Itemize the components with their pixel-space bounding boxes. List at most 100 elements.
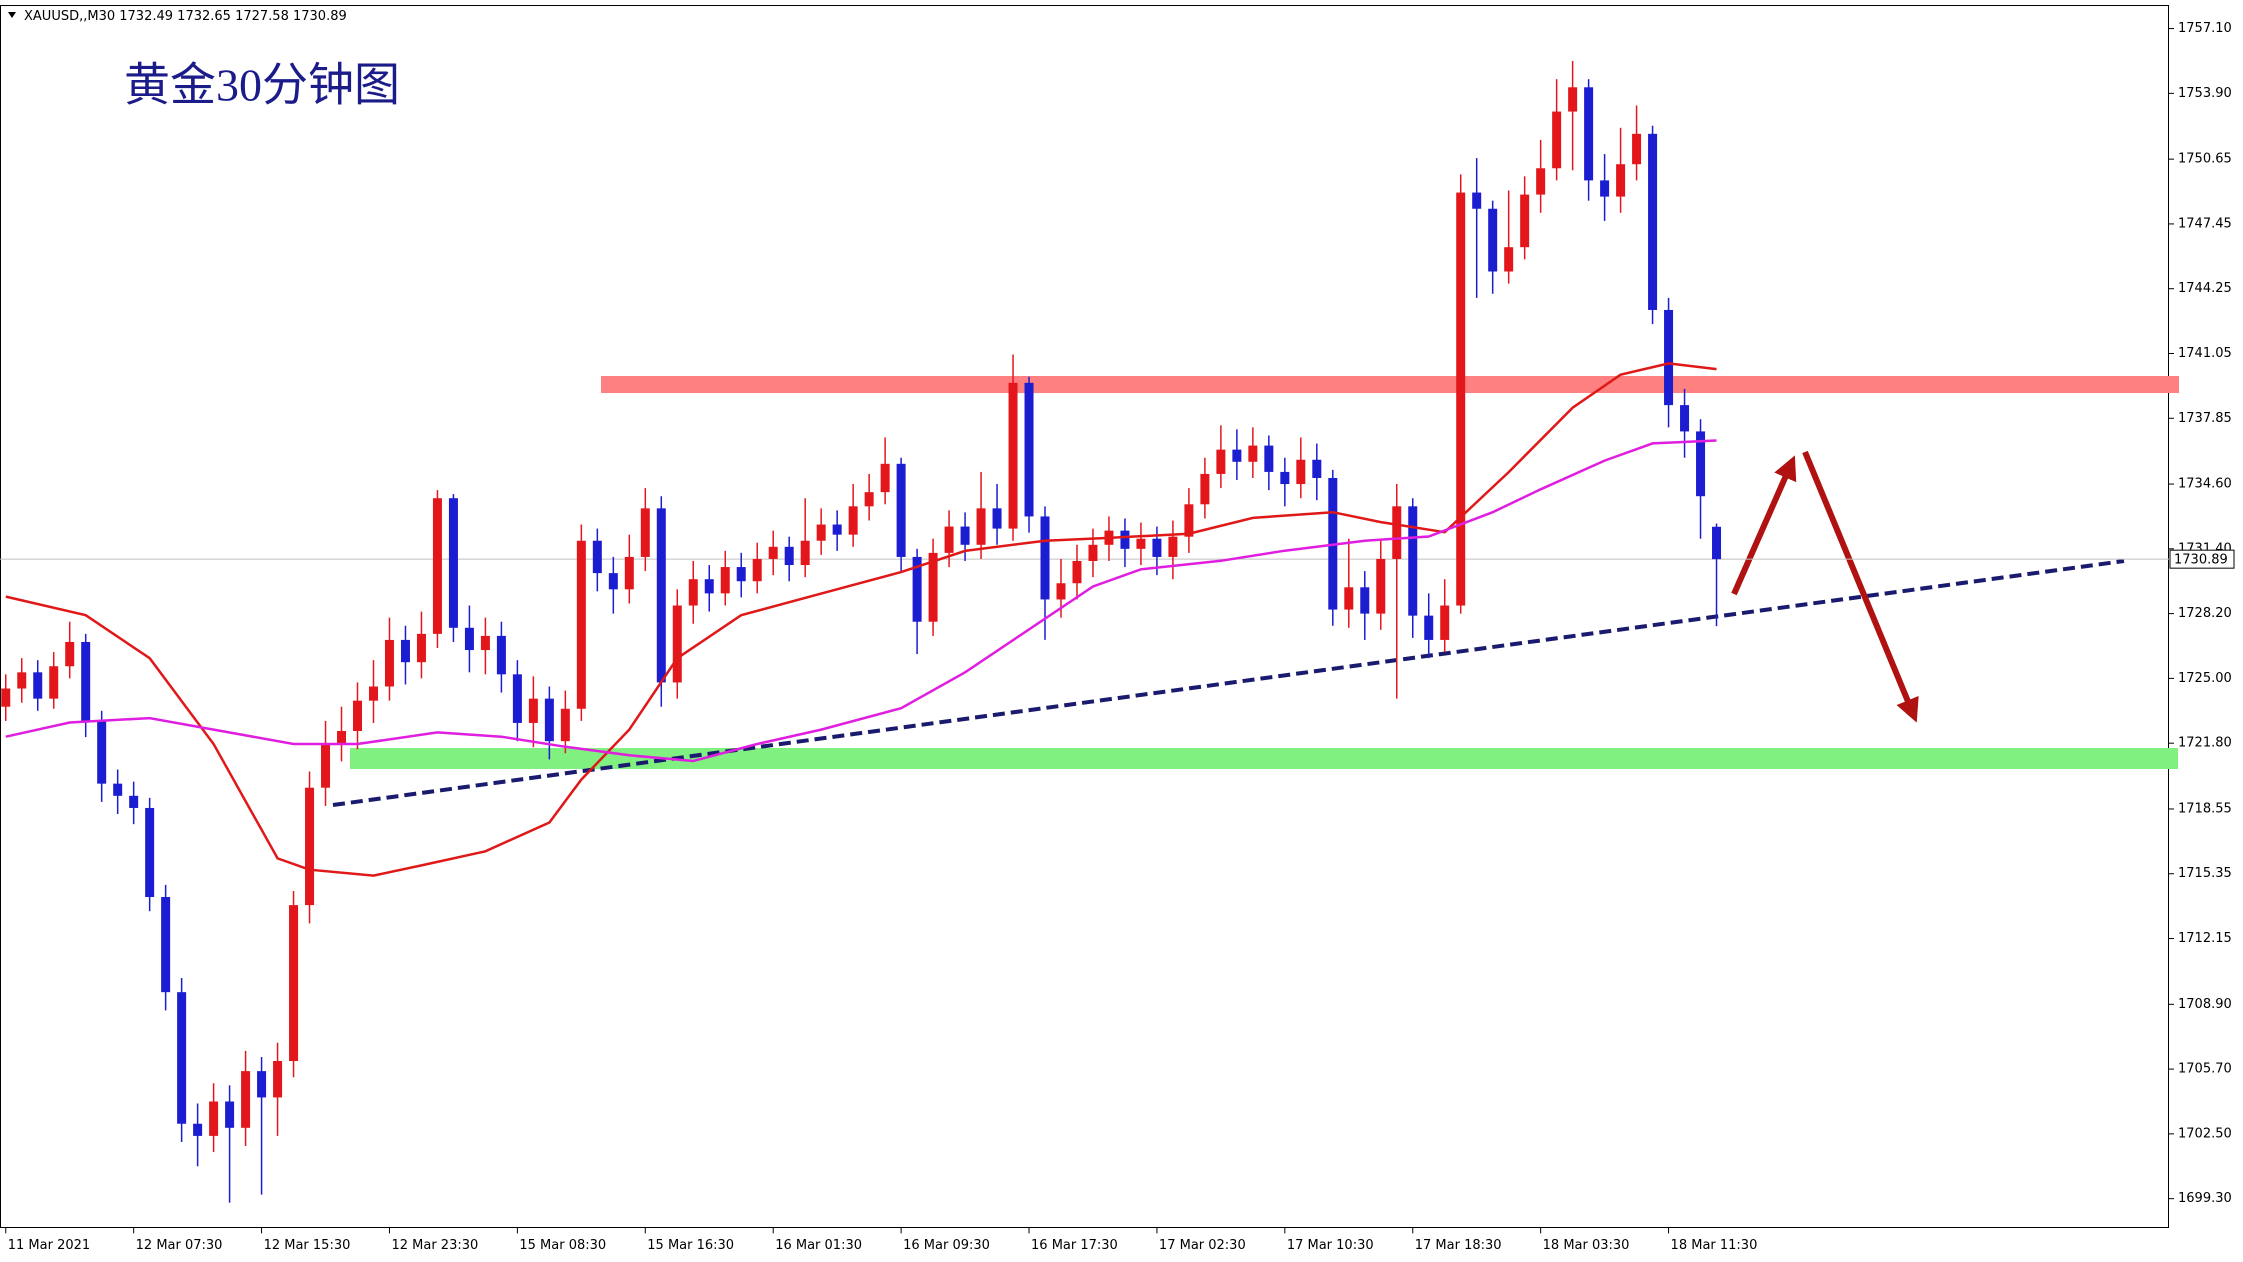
candle-body [528,698,538,723]
candle-body [1664,309,1674,406]
y-tick-label: 1737.85 [2178,411,2232,426]
candle-body [480,635,490,651]
symbol: XAUUSD,,M30 [24,9,115,24]
candle-body [1456,192,1466,606]
candle-body [832,524,842,535]
y-tick-label: 1718.55 [2178,801,2232,816]
candle-body [321,743,331,788]
candle-body [1696,431,1706,497]
candle-body [656,508,666,683]
y-tick-label: 1753.90 [2178,86,2232,101]
candle-body [1424,615,1434,640]
last-price-box [2169,549,2235,569]
candle-body [1056,583,1066,600]
x-tick-label: 16 Mar 01:30 [775,1238,862,1253]
candle-body [1168,536,1178,557]
candle-body [1472,192,1482,209]
candle-body [97,720,107,784]
x-tick-label: 12 Mar 15:30 [264,1238,351,1253]
y-tick-label: 1747.45 [2178,216,2232,231]
candle-body [1568,87,1578,112]
ohlc-open: 1732.49 [119,9,173,24]
candle-body [592,540,602,574]
moving-average [5,439,1717,763]
candle-body [752,558,762,582]
candle-body [896,463,906,557]
candle-body [1008,382,1018,529]
plot-frame [0,5,2169,1228]
y-tick-label: 1721.80 [2178,736,2232,751]
x-tick-label: 18 Mar 11:30 [1671,1238,1758,1253]
candle-body [1040,516,1050,600]
candle-body [1584,87,1594,181]
x-tick-label: 15 Mar 16:30 [647,1238,734,1253]
candle-body [624,556,634,590]
axes: 1699.30 1702.50 1705.70 1708.90 1712.15 1715.… [5,21,2235,1253]
trendline [332,559,2125,807]
candle-body [1152,538,1162,557]
y-tick-label: 1744.25 [2178,281,2232,296]
x-tick-label: 18 Mar 03:30 [1543,1238,1630,1253]
candle-body [864,492,874,507]
candle-body [1216,449,1226,474]
candle-body [17,672,27,689]
candle-body [432,498,442,634]
y-tick-label: 1757.10 [2178,21,2232,36]
candle-body [1312,459,1322,478]
candle-body [305,787,315,906]
ohlc-high: 1732.65 [177,9,231,24]
x-tick-label: 11 Mar 2021 [8,1238,90,1253]
candle-body [768,546,778,559]
candle-body [448,498,458,628]
x-tick-label: 15 Mar 08:30 [519,1238,606,1253]
candle-body [1520,194,1530,248]
y-tick-label: 1708.90 [2178,997,2232,1012]
candle-body [544,698,554,742]
candle-body [1712,526,1722,560]
moving-average [5,362,1717,877]
y-tick-label: 1705.70 [2178,1062,2232,1077]
candle-body [704,579,714,594]
candle-body [337,731,347,744]
candle-body [560,708,570,742]
candle-body [1376,558,1386,614]
candle-body [880,463,890,493]
y-tick-label: 1699.30 [2178,1191,2232,1206]
candle-body [1648,133,1658,310]
candle-body [816,524,826,541]
candle-body [1504,247,1514,272]
y-tick-label: 1734.60 [2178,477,2232,492]
y-tick-label: 1702.50 [2178,1126,2232,1141]
y-tick-label: 1725.00 [2178,671,2232,686]
y-tick-label: 1715.35 [2178,866,2232,881]
candle-body [353,700,363,732]
candle-body [1072,560,1082,584]
candle-body [736,567,746,582]
candle-body [1280,471,1290,485]
candle-body [640,508,650,557]
candle-body [49,666,59,699]
candle-body [1408,506,1418,616]
candle-body [400,639,410,663]
candle-body [1680,405,1690,432]
candle-body [65,641,75,667]
candle-body [1360,587,1370,614]
candle-body [368,686,378,701]
candle-body [416,633,426,663]
candle-body [1184,504,1194,537]
candle-body [129,795,139,808]
candle-body [1200,473,1210,505]
ohlc-close: 1730.89 [293,9,347,24]
candle-body [1344,587,1354,610]
candle-body [720,567,730,594]
x-tick-label: 17 Mar 10:30 [1287,1238,1374,1253]
down-arrow [1802,450,1919,723]
candle-body [1120,530,1130,549]
candle-body [800,540,810,566]
candle-body [1088,544,1098,561]
candle-body [384,639,394,687]
candle-body [464,627,474,651]
up-arrow [1731,455,1797,596]
